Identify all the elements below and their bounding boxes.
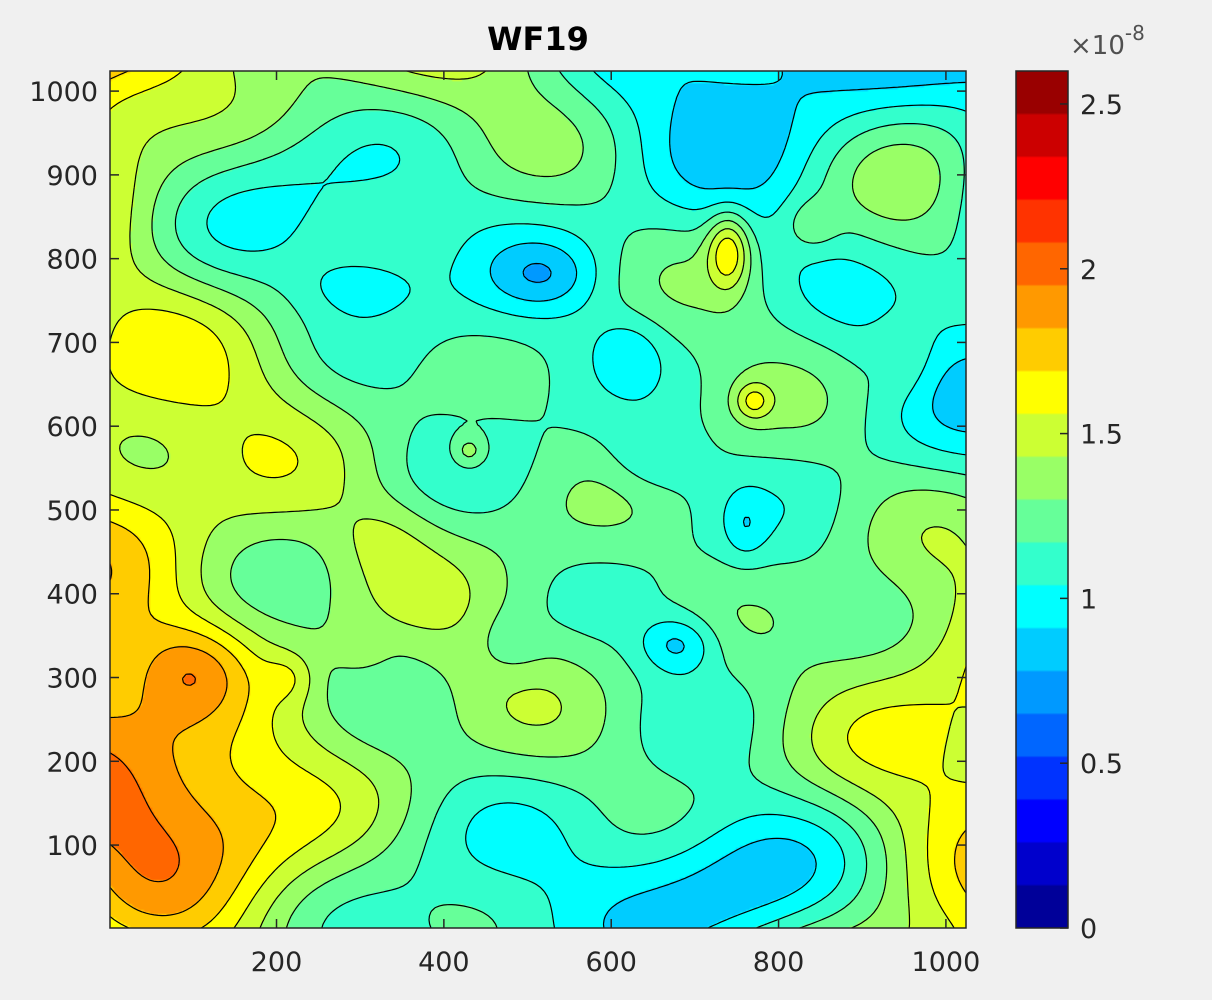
colorbar-ticks: 0 0.5 1 1.5 2 2.5 <box>1060 90 1123 945</box>
y-tick-label: 300 <box>46 664 98 695</box>
plot-frame <box>109 70 967 929</box>
colorbar-tick-label: 2.5 <box>1080 90 1123 121</box>
y-tick-label: 100 <box>46 831 98 862</box>
contour-fill-image <box>110 71 966 928</box>
colorbar-exponent-base: ×10 <box>1070 31 1125 61</box>
contour-lines <box>109 70 967 929</box>
colorbar-exponent: ×10-8 <box>1070 21 1145 61</box>
contour-line <box>206 70 967 929</box>
y-axis: 100 200 300 400 500 600 700 800 900 1000 <box>29 77 966 862</box>
colorbar: 0 0.5 1 1.5 2 2.5 ×10-8 <box>1015 21 1145 945</box>
colorbar-exponent-power: -8 <box>1125 21 1145 45</box>
colorbar-tick-label: 0.5 <box>1080 749 1123 780</box>
contour-line <box>109 70 967 929</box>
colorbar-tick-label: 1 <box>1080 584 1097 615</box>
x-tick-label: 800 <box>753 947 805 978</box>
contour-line <box>489 71 967 929</box>
x-tick-label: 200 <box>251 947 303 978</box>
contour-line <box>522 262 552 283</box>
chart-title: WF19 <box>487 20 589 58</box>
colorbar-frame <box>1015 70 1069 929</box>
y-tick-label: 500 <box>46 496 98 527</box>
y-tick-label: 200 <box>46 747 98 778</box>
y-tick-label: 1000 <box>29 77 98 108</box>
colorbar-tick-label: 0 <box>1080 914 1097 945</box>
y-tick-label: 800 <box>46 245 98 276</box>
y-tick-label: 900 <box>46 161 98 192</box>
x-tick-label: 1000 <box>912 947 981 978</box>
x-tick-label: 400 <box>418 947 470 978</box>
x-tick-label: 600 <box>585 947 637 978</box>
plot-area <box>109 70 967 929</box>
contour-line <box>109 70 967 929</box>
contour-line <box>119 70 967 929</box>
colorbar-tick-label: 2 <box>1080 255 1097 286</box>
x-axis: 200 400 600 800 1000 <box>251 71 981 978</box>
colorbar-tick-label: 1.5 <box>1080 420 1123 451</box>
y-tick-label: 700 <box>46 328 98 359</box>
contour-line <box>109 673 196 883</box>
y-tick-label: 400 <box>46 580 98 611</box>
colorbar-gradient <box>1016 71 1068 928</box>
y-tick-label: 600 <box>46 412 98 443</box>
